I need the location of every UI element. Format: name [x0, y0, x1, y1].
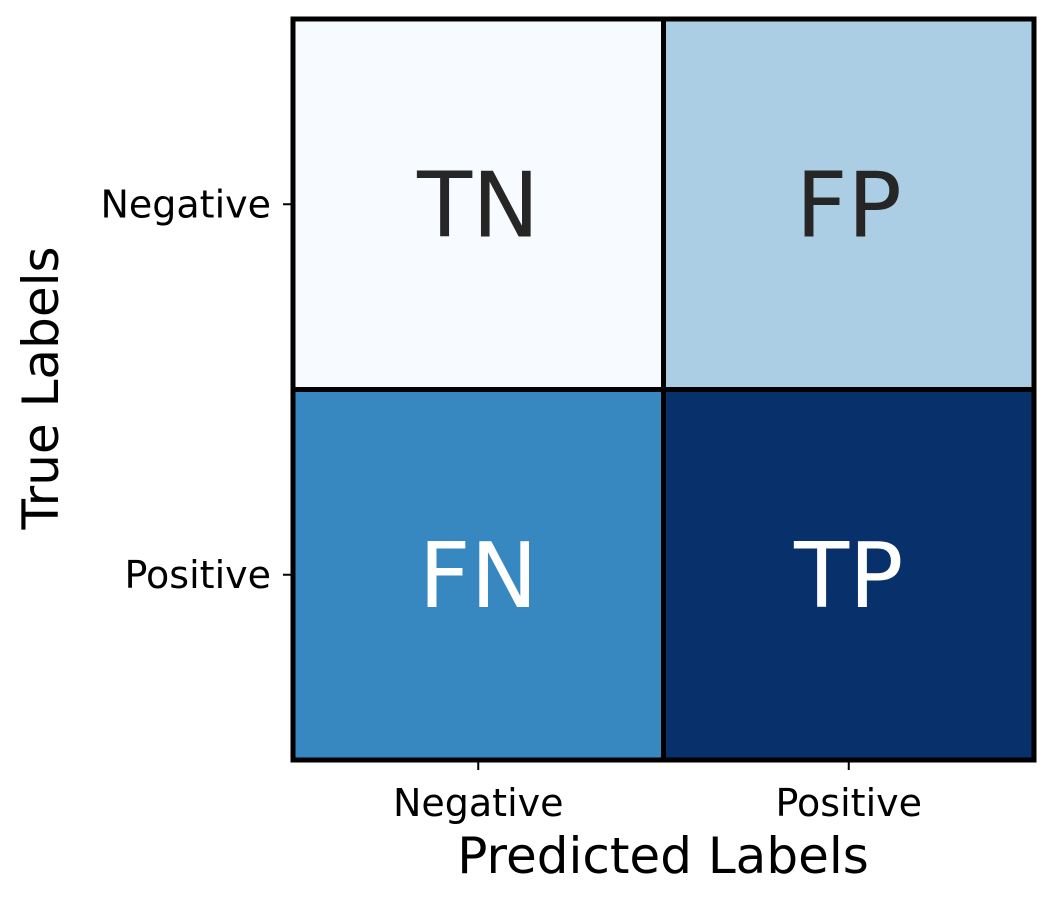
x-tick-label: Negative [393, 781, 564, 825]
x-tick-label: Positive [776, 781, 923, 825]
heatmap-cell-tn [290, 16, 666, 392]
cell-label-tp: TP [793, 524, 903, 629]
cell-label-tn: TN [416, 153, 539, 258]
x-axis-label: Predicted Labels [457, 827, 869, 885]
heatmap-cell-fp [661, 16, 1037, 392]
y-axis-label: True Labels [12, 246, 70, 530]
heatmap-cell-fn [290, 387, 666, 763]
plot-frame [291, 17, 1036, 762]
cell-label-fp: FP [796, 153, 902, 258]
y-tick-label: Negative [100, 182, 271, 226]
cell-label-fn: FN [419, 524, 538, 629]
y-tick-label: Positive [125, 553, 272, 597]
heatmap-cells: TN FP FN TP [290, 16, 1037, 763]
axis-ticks: Negative Positive Negative Positive [100, 182, 922, 825]
heatmap-cell-tp [661, 387, 1037, 763]
